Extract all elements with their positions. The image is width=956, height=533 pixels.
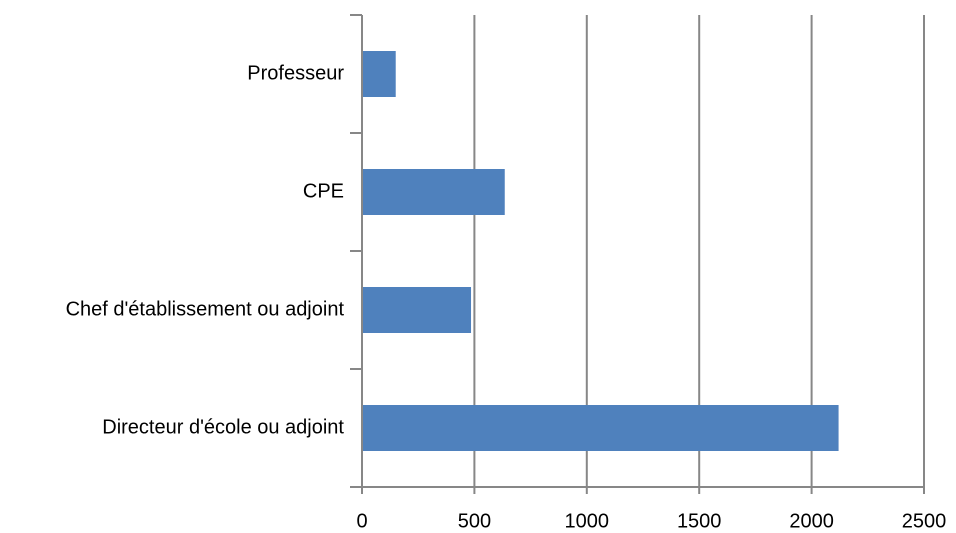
bar: [362, 287, 472, 333]
y-tick-label: Directeur d'école ou adjoint: [102, 416, 344, 438]
x-tick-label: 500: [458, 510, 491, 532]
x-tick-label: 0: [356, 510, 367, 532]
y-tick-label: Chef d'établissement ou adjoint: [66, 298, 345, 320]
bar: [362, 405, 839, 451]
y-tick-label: Professeur: [247, 62, 344, 84]
y-tick-label: CPE: [303, 180, 344, 202]
bar: [362, 51, 396, 97]
x-tick-label: 1500: [677, 510, 722, 532]
x-tick-label: 1000: [565, 510, 610, 532]
x-tick-label: 2500: [902, 510, 947, 532]
bar: [362, 169, 505, 215]
x-tick-label: 2000: [789, 510, 834, 532]
